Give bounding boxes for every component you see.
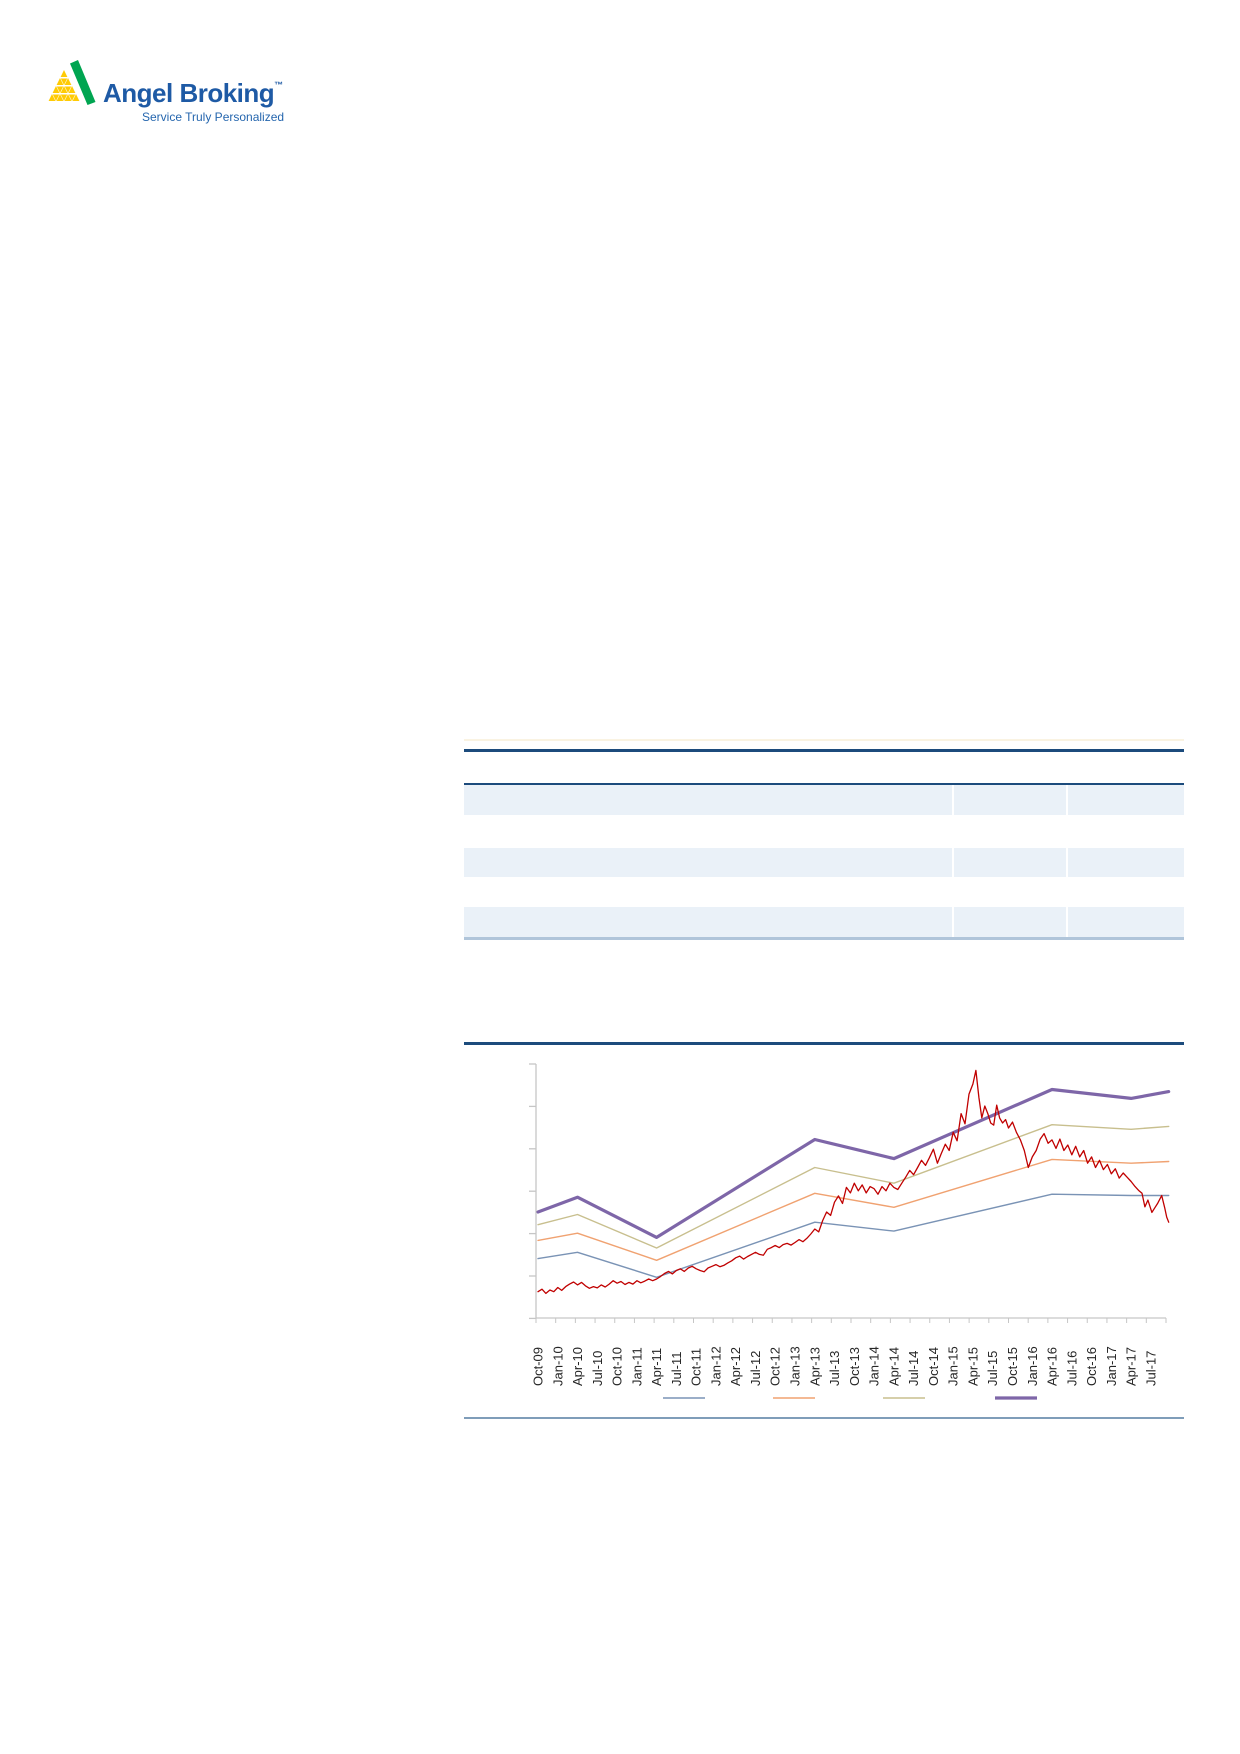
table-cell: [464, 848, 952, 877]
x-axis-label: Oct-14: [926, 1347, 941, 1386]
table-cell: [464, 815, 952, 848]
series-band-upper-purple: [536, 1087, 1171, 1240]
table-top-border: [464, 749, 1184, 752]
table-cell: [954, 907, 1066, 937]
table-row: [464, 815, 1184, 848]
brand-text: Angel Broking: [103, 78, 275, 108]
price-band-chart: Oct-09 Jan-10 Apr-10 Jul-10 Oct-10 Jan-11 Apr-…: [529, 1063, 1171, 1400]
x-axis-label: Jul-12: [748, 1351, 763, 1386]
cream-rule: [464, 739, 1184, 741]
x-axis-label: Apr-15: [965, 1347, 980, 1386]
x-axis-label: Jul-16: [1064, 1351, 1079, 1386]
yellow-triangle-pyramid: [48, 70, 80, 101]
series-band-orange: [537, 1158, 1170, 1262]
green-ribbon: [70, 60, 96, 105]
x-axis-label: Oct-15: [1005, 1347, 1020, 1386]
x-axis-label: Jul-13: [827, 1351, 842, 1386]
table-cell: [1068, 815, 1184, 848]
series-price-red: [537, 1069, 1170, 1295]
x-axis-label: Apr-10: [570, 1347, 585, 1386]
chart-bottom-rule: [464, 1417, 1184, 1419]
x-axis-label: Apr-11: [649, 1348, 664, 1386]
table-header-cell: [464, 752, 952, 783]
x-axis-label: Apr-13: [807, 1347, 822, 1386]
table-header-row: [464, 752, 1184, 783]
x-axis-label: Jan-16: [1025, 1346, 1040, 1386]
table-header-cell: [954, 752, 1066, 783]
table-row: [464, 848, 1184, 877]
table-cell: [1068, 848, 1184, 877]
table-cell: [1068, 877, 1184, 907]
table-cell: [1068, 785, 1184, 815]
x-axis-label: Jan-13: [788, 1346, 803, 1386]
x-axis-label: Apr-17: [1124, 1347, 1139, 1386]
x-axis-label: Jul-14: [906, 1351, 921, 1386]
x-axis-label: Jul-17: [1143, 1351, 1158, 1386]
table-header-divider: [464, 783, 1184, 785]
table-bottom-border: [464, 937, 1184, 940]
angel-broking-logo-icon: [48, 60, 96, 105]
table-row: [464, 785, 1184, 815]
brand-tagline: Service Truly Personalized: [142, 110, 285, 124]
x-axis-label: Oct-16: [1084, 1347, 1099, 1386]
x-axis-label: Jan-10: [550, 1346, 565, 1386]
table-cell: [954, 815, 1066, 848]
x-axis-label: Jul-11: [669, 1352, 684, 1386]
x-axis-label: Jan-17: [1104, 1346, 1119, 1386]
x-axis-label: Jan-12: [708, 1346, 723, 1386]
x-axis-label: Oct-12: [768, 1347, 783, 1386]
chart-top-rule: [464, 1042, 1184, 1045]
x-axis-label: Jan-11: [629, 1347, 644, 1386]
series-band-olive: [537, 1123, 1170, 1249]
table-cell: [954, 785, 1066, 815]
x-axis-label: Oct-13: [847, 1347, 862, 1386]
x-axis-label: Apr-14: [886, 1347, 901, 1386]
table-cell: [954, 877, 1066, 907]
table-header-cell: [1068, 752, 1184, 783]
table-cell: [1068, 907, 1184, 937]
x-axis-label: Jul-15: [985, 1351, 1000, 1386]
data-table: [464, 749, 1184, 940]
x-axis-label: Oct-11: [689, 1348, 704, 1386]
x-axis-label: Apr-12: [728, 1347, 743, 1386]
table-row: [464, 877, 1184, 907]
table-row: [464, 907, 1184, 937]
series-band-lower-blue: [537, 1193, 1170, 1279]
x-axis-label: Jan-14: [867, 1346, 882, 1386]
brand-name: Angel Broking™: [103, 78, 283, 109]
x-axis-label: Oct-10: [610, 1347, 625, 1386]
table-cell: [464, 907, 952, 937]
x-axis-label: Oct-09: [531, 1347, 546, 1386]
table-cell: [954, 848, 1066, 877]
x-axis-label: Jan-15: [946, 1346, 961, 1386]
table-cell: [464, 877, 952, 907]
table-cell: [464, 785, 952, 815]
trademark-symbol: ™: [274, 80, 284, 90]
x-axis-label: Jul-10: [590, 1351, 605, 1386]
x-axis-label: Apr-16: [1045, 1347, 1060, 1386]
